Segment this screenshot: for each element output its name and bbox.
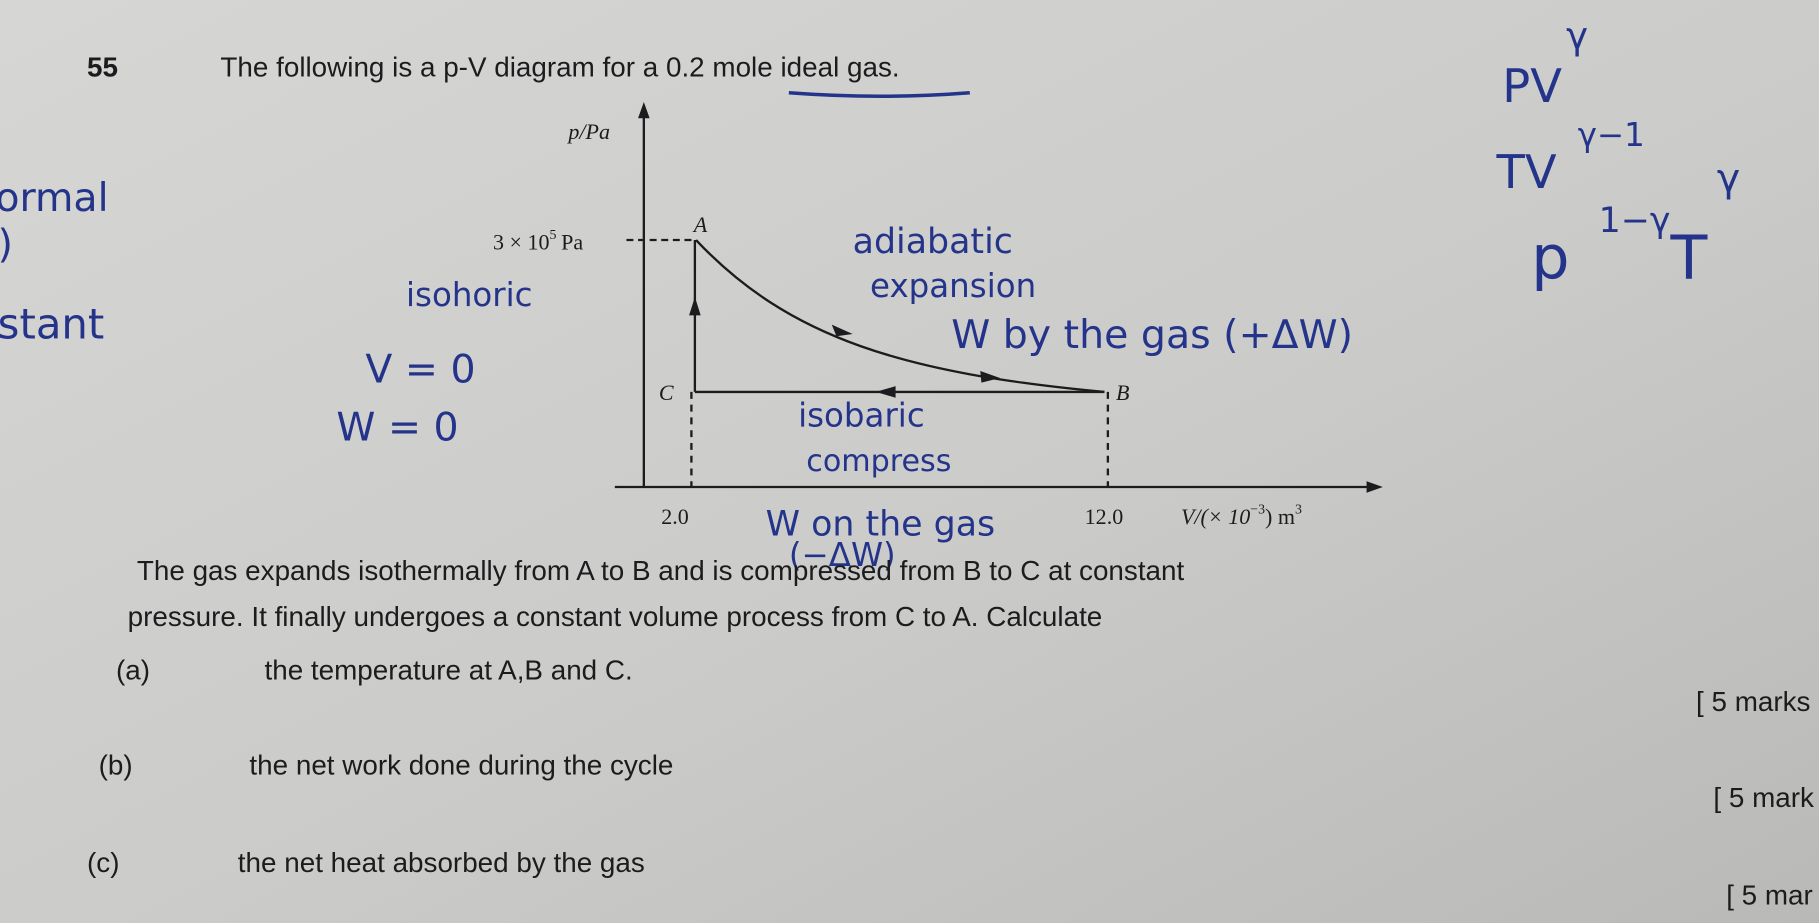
x-axis-arrow (1366, 481, 1383, 493)
x-tick-label: 12.0 (1085, 504, 1124, 529)
x-label-exp: −3 (1250, 503, 1265, 518)
y-axis-arrow (638, 102, 650, 119)
note: ) (0, 221, 13, 267)
underline (788, 91, 970, 98)
body-line: pressure. It finally undergoes a constan… (128, 601, 1103, 632)
note: compress (806, 444, 951, 479)
arrow (980, 371, 1000, 383)
part-text: the net heat absorbed by the gas (238, 847, 645, 878)
body-line: The gas expands isothermally from A to B… (137, 555, 1185, 586)
arrow (689, 296, 701, 316)
note: expansion (870, 267, 1036, 305)
part-marks: [ 5 marks (1696, 686, 1810, 717)
note: W on the gas (766, 505, 996, 545)
note: ormal (0, 175, 109, 221)
note: W by the gas (+ΔW) (951, 312, 1353, 358)
note: stant (0, 300, 104, 349)
part-text: the net work done during the cycle (249, 750, 673, 781)
formula: PV (1502, 59, 1562, 113)
formula-exp: γ (1566, 15, 1588, 58)
point-label: B (1116, 380, 1129, 405)
part-label: (c) (87, 847, 119, 878)
point-label: A (692, 212, 708, 237)
x-tick-label: 2.0 (661, 504, 689, 529)
x-label-mid: ) m (1265, 504, 1295, 529)
note: adiabatic (853, 222, 1013, 262)
y-axis-label: p/Pa (566, 119, 610, 144)
part-label: (a) (116, 655, 150, 686)
part-text: the temperature at A,B and C. (264, 655, 632, 686)
handwriting: ormal ) stant isohoric V = 0 W = 0 adiab… (0, 15, 1740, 574)
pressure-exp: 5 (549, 228, 556, 243)
arrow (875, 386, 896, 398)
x-axis-label: V/(× 10−3) m3 (1181, 503, 1302, 529)
formula-exp: γ−1 (1578, 116, 1645, 154)
part-marks: [ 5 mark (1713, 782, 1814, 813)
part-marks: [ 5 mar (1726, 879, 1813, 910)
pressure-label: 3 × 105 Pa (493, 228, 583, 254)
note: isobaric (798, 397, 925, 435)
isotherm-curve (695, 239, 1105, 394)
formula: TV (1495, 145, 1556, 199)
pressure-base: 3 × 10 (493, 229, 549, 254)
note: W = 0 (336, 405, 458, 451)
note: isohoric (406, 276, 532, 314)
arrow (831, 324, 853, 337)
pressure-unit: Pa (561, 229, 583, 254)
question-stem: The following is a p-V diagram for a 0.2… (220, 52, 899, 83)
formula: p (1531, 223, 1569, 293)
formula-exp: 1−γ (1599, 201, 1671, 241)
pv-diagram (614, 102, 1383, 493)
note: (−ΔW) (789, 536, 896, 574)
formula-exp: γ (1717, 155, 1740, 201)
part-label: (b) (99, 750, 133, 781)
question-number: 55 (87, 52, 118, 83)
x-label-exp2: 3 (1295, 503, 1302, 518)
formula: T (1670, 223, 1709, 293)
point-label: C (659, 380, 674, 405)
note: V = 0 (365, 347, 475, 393)
x-label-base: V/(× 10 (1181, 504, 1250, 529)
